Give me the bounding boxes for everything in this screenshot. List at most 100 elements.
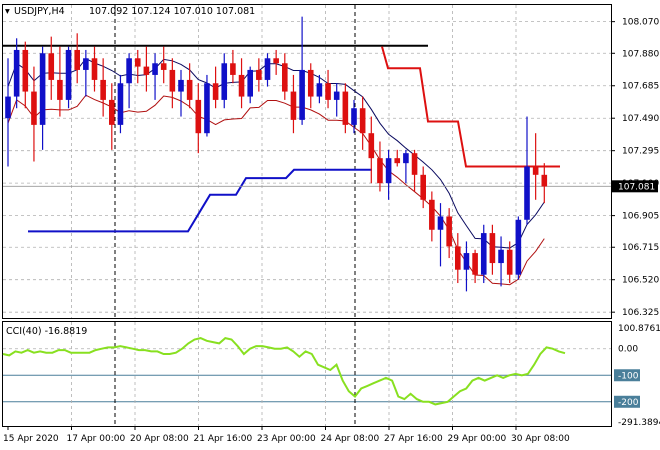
cci-panel[interactable] <box>2 321 612 427</box>
price-tick-label: 107.880 <box>622 49 659 59</box>
bear-candle <box>420 166 426 209</box>
candle-body <box>359 108 366 134</box>
axes: 108.070107.880107.685107.490107.295107.1… <box>3 18 660 444</box>
indicator-lines <box>3 44 611 286</box>
bear-candle <box>31 66 37 162</box>
time-tick-label: 20 Apr 08:00 <box>130 434 189 444</box>
bull-candle <box>316 74 323 104</box>
bear-candle <box>446 208 452 259</box>
candle-body <box>524 166 530 220</box>
bear-candle <box>48 36 55 100</box>
candle-body <box>134 58 141 67</box>
price-tick-label: 107.490 <box>622 114 659 124</box>
time-tick-label: 27 Apr 16:00 <box>384 434 443 444</box>
bull-candle <box>403 149 409 184</box>
bear-candle <box>212 66 219 109</box>
candle-body <box>316 83 323 97</box>
ohlc-values: 107.092 107.124 107.010 107.081 <box>89 6 255 17</box>
candle-body <box>212 83 219 100</box>
main-price-panel[interactable] <box>2 4 612 319</box>
bear-candle <box>290 74 297 134</box>
bull-candle <box>480 224 487 284</box>
candle-body <box>385 158 392 184</box>
price-tick-label: 106.905 <box>622 212 659 222</box>
candle-body <box>489 233 496 264</box>
candle-body <box>91 58 98 80</box>
bear-candle <box>238 58 245 109</box>
candle-body <box>437 216 444 230</box>
bear-candle <box>186 63 193 109</box>
price-tick-label: 106.715 <box>622 243 659 253</box>
candle-body <box>169 69 176 92</box>
candle-body <box>109 99 115 125</box>
candle-body <box>57 79 63 100</box>
bear-candle <box>169 58 176 109</box>
candle-body <box>498 249 504 264</box>
candle-body <box>178 79 184 92</box>
bear-candle <box>273 49 279 75</box>
candle-body <box>480 233 487 275</box>
candle-body <box>403 153 409 164</box>
candle-body <box>39 53 46 125</box>
candle-body <box>463 253 470 270</box>
candle-body <box>160 63 167 70</box>
candle-body <box>446 216 452 247</box>
time-tick-label: 15 Apr 2020 <box>3 434 59 444</box>
candle-body <box>472 253 478 275</box>
candle-body <box>411 153 418 175</box>
candle-body <box>83 58 89 70</box>
candle-body <box>307 69 314 97</box>
bear-candle <box>411 149 418 192</box>
bear-candle <box>256 58 262 92</box>
bull-candle <box>437 203 444 267</box>
candle-body <box>264 58 271 80</box>
bear-candle <box>489 224 496 275</box>
candle-body <box>152 63 158 75</box>
price-tick-label: 106.325 <box>622 308 659 318</box>
bear-candle <box>282 53 288 100</box>
bull-candle <box>117 74 124 134</box>
cci-series-line <box>2 337 566 406</box>
candle-body <box>22 49 29 92</box>
bull-candle <box>351 99 357 134</box>
candle-body <box>515 219 522 275</box>
candle-body <box>333 91 340 100</box>
candle-body <box>195 99 202 134</box>
price-tick-label: 108.070 <box>622 18 659 28</box>
price-tick-label: 107.295 <box>622 147 659 157</box>
cci-label: CCI(40) -16.8819 <box>6 326 87 337</box>
candle-body <box>541 174 548 187</box>
bull-candle <box>5 58 11 167</box>
candle-body <box>48 53 55 80</box>
bear-candle <box>429 191 435 242</box>
bull-candle <box>247 66 253 104</box>
candle-body <box>394 158 401 164</box>
bull-candle <box>126 53 132 109</box>
candle-body <box>506 249 513 275</box>
bull-candle <box>385 149 392 200</box>
bear-candle <box>109 83 115 150</box>
candle-body <box>351 108 357 125</box>
bull-candle <box>333 83 340 117</box>
bull-candle <box>524 116 530 225</box>
trailing-stop-line <box>381 46 560 168</box>
bear-candle <box>230 49 236 84</box>
candle-body <box>126 58 132 84</box>
cci-level-badge <box>614 395 640 408</box>
cci-line <box>2 337 566 406</box>
lower-envelope-line <box>7 94 545 286</box>
bear-candle <box>307 63 314 109</box>
candle-body <box>117 83 124 125</box>
cci-tick-label: 0.00 <box>618 345 638 355</box>
bull-candle <box>83 49 89 97</box>
bear-candle <box>394 149 401 167</box>
candle-body <box>429 199 435 230</box>
candle-body <box>455 246 461 270</box>
cci-tick-label: -291.3894 <box>618 418 660 428</box>
chart-title-icon: ▾ <box>5 6 10 17</box>
candle-body <box>74 49 80 70</box>
candle-body <box>143 66 150 75</box>
bull-candle <box>463 241 470 292</box>
current-price-badge <box>612 180 658 193</box>
